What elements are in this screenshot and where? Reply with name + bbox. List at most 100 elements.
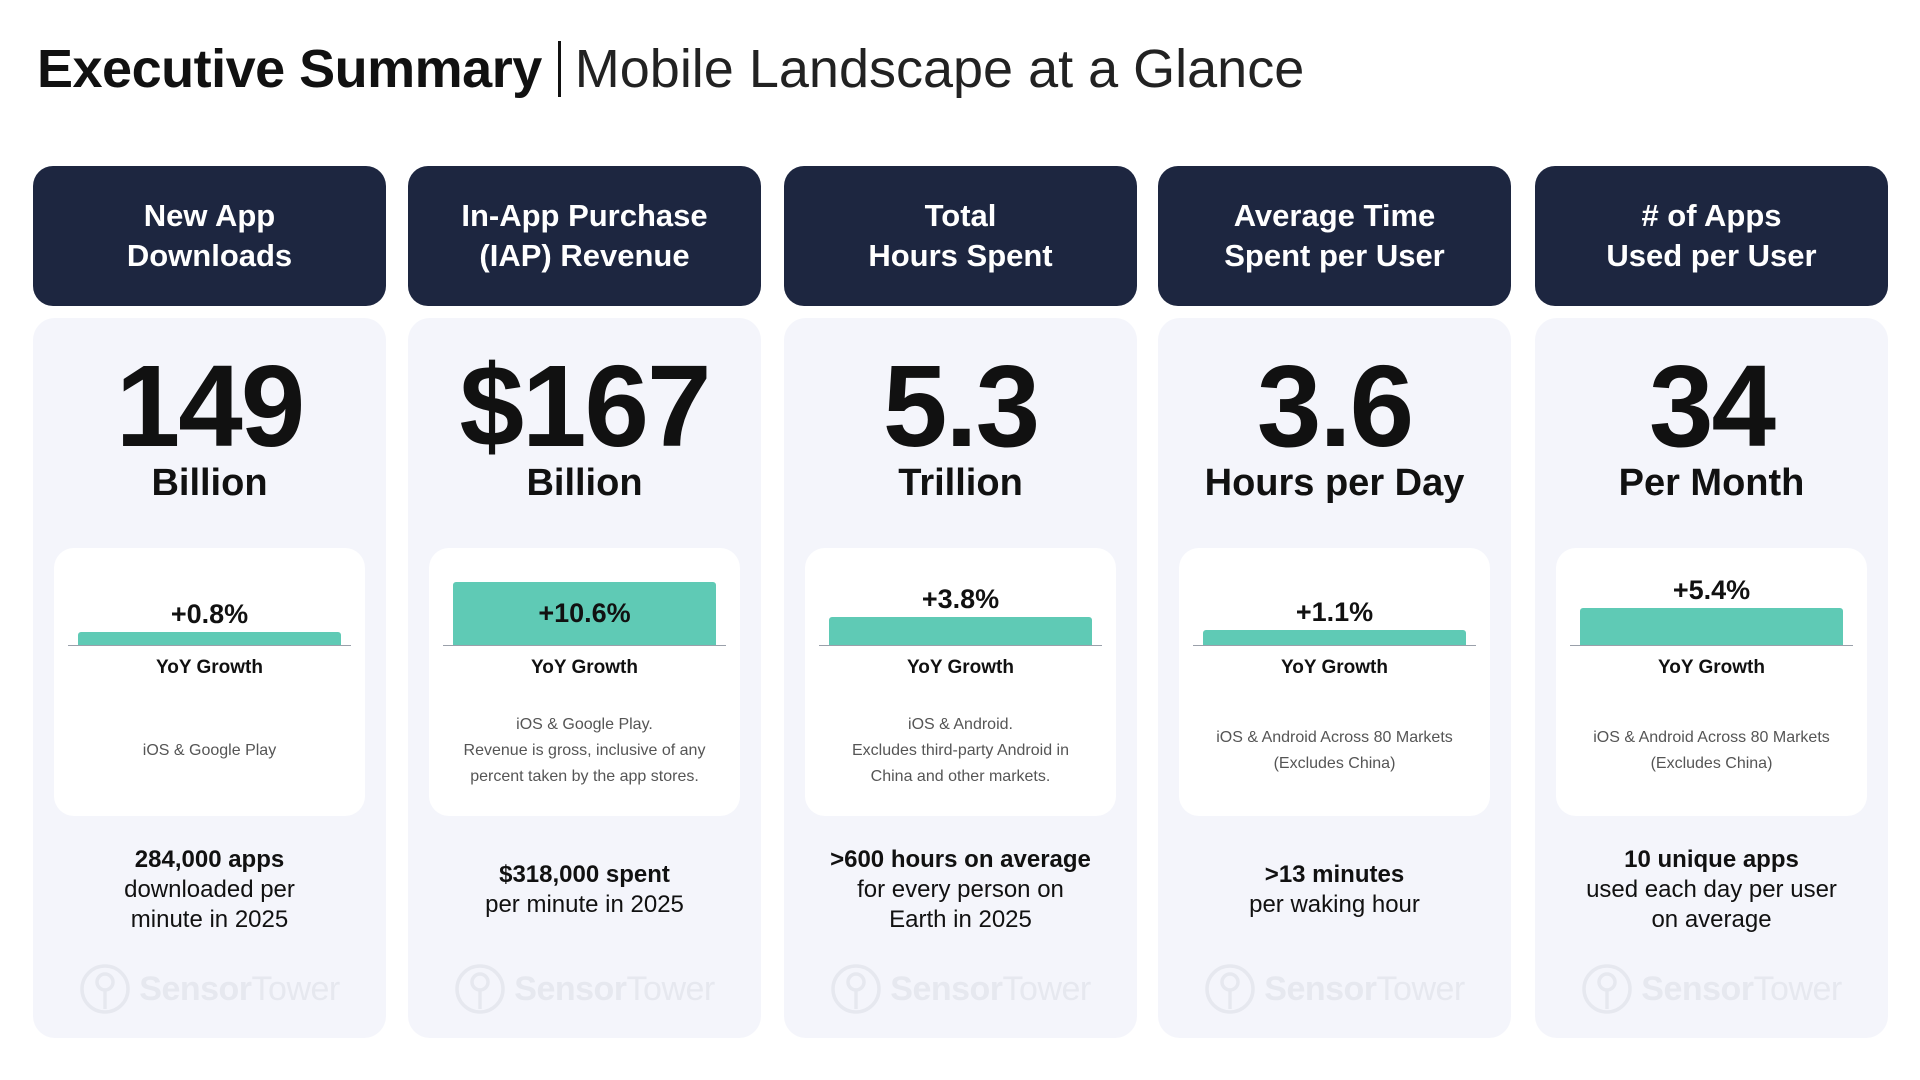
metric-column: # of Apps Used per User 34 Per Month +5.4% Yo… [1535,166,1888,1038]
metric-panel: 34 Per Month +5.4% YoY Growth iOS & Android … [1535,318,1888,1038]
growth-label: +10.6% [538,598,631,628]
growth-baseline [819,645,1102,646]
header-line: Used per User [1606,238,1817,273]
sensor-tower-logo-icon [1582,964,1633,1014]
growth-card: +1.1% YoY Growth iOS & Android Across 80 M… [1179,548,1490,816]
sensor-tower-logo-icon [1205,964,1256,1014]
metric-header: Total Hours Spent [784,166,1137,306]
page-title: Executive Summary Mobile Landscape at a G… [37,36,1304,102]
header-line: Downloads [126,238,293,273]
metric-header: In-App Purchase (IAP) Revenue [408,166,761,306]
growth-baseline [443,645,726,646]
footer-line: per waking hour [1249,891,1420,918]
growth-card: +3.8% YoY Growth iOS & Android. Excludes th… [805,548,1116,816]
header-line: (IAP) Revenue [479,238,690,273]
growth-bar [1203,630,1466,645]
title-divider [557,41,561,97]
header-line: New App [143,198,276,233]
growth-label: +3.8% [921,584,1000,614]
header-line: Total [924,198,997,233]
watermark-tower: Tower [1002,969,1092,1008]
metric-value: 34 [1648,341,1776,471]
metric-panel: 3.6 Hours per Day +1.1% YoY Growth iOS & And… [1158,318,1511,1038]
watermark-tower: Tower [1376,969,1466,1008]
sensor-tower-watermark: SensorTower [408,962,761,1016]
header-line: Spent per User [1224,238,1445,273]
growth-bar [453,582,716,645]
sensor-tower-logo-icon [80,964,131,1014]
sensor-tower-watermark: SensorTower [784,962,1137,1016]
growth-note: iOS & Android Across 80 Markets (Excludes… [1189,696,1480,806]
metric-value: 149 [115,341,306,471]
footer-line: per minute in 2025 [485,891,684,918]
note-line: China and other markets. [870,768,1051,785]
growth-baseline [1193,645,1476,646]
growth-bar-area: +10.6% [443,548,726,646]
header-line: Hours Spent [868,238,1053,273]
sensor-tower-watermark: SensorTower [1535,962,1888,1016]
watermark-tower: Tower [626,969,716,1008]
footer-line: for every person on [857,876,1064,903]
watermark-tower: Tower [251,969,341,1008]
metric-column: Total Hours Spent 5.3 Trillion +3.8% YoY Grow… [784,166,1137,1038]
watermark-sensor: Sensor [1641,969,1754,1008]
note-line: iOS & Google Play. [516,716,653,733]
watermark-sensor: Sensor [514,969,627,1008]
sensor-tower-watermark: SensorTower [1158,962,1511,1016]
note-line: iOS & Android Across 80 Markets [1216,729,1453,746]
growth-note: iOS & Google Play [64,696,355,806]
note-line: (Excludes China) [1273,755,1396,772]
title-bold: Executive Summary [37,39,542,99]
growth-baseline [68,645,351,646]
growth-bar [78,632,341,645]
metric-footer: $318,000 spent per minute in 2025 [416,838,753,942]
sensor-tower-logo-icon [455,964,506,1014]
header-line: Average Time [1233,198,1436,233]
footer-highlight: >13 minutes [1264,861,1405,888]
growth-card: +0.8% YoY Growth iOS & Google Play [54,548,365,816]
growth-card: +10.6% YoY Growth iOS & Google Play. Revenu… [429,548,740,816]
metric-footer: 10 unique apps used each day per user on a… [1543,838,1880,942]
growth-bar-area: +5.4% [1570,548,1853,646]
note-line: Revenue is gross, inclusive of any [463,742,706,759]
footer-line: used each day per user [1586,876,1837,903]
header-line: In-App Purchase [461,198,708,233]
header-line: # of Apps [1641,198,1782,233]
growth-bar-area: +3.8% [819,548,1102,646]
growth-note: iOS & Android Across 80 Markets (Excludes… [1566,696,1857,806]
growth-note: iOS & Google Play. Revenue is gross, incl… [439,696,730,806]
metric-footer: 284,000 apps downloaded per minute in 2025 [41,838,378,942]
metric-footer: >600 hours on average for every person on… [792,838,1129,942]
watermark-tower: Tower [1753,969,1843,1008]
metric-column: New App Downloads 149 Billion +0.8% YoY Growt… [33,166,386,1038]
growth-bar-area: +0.8% [68,548,351,646]
note-line: iOS & Android. [908,716,1013,733]
metric-column: Average Time Spent per User 3.6 Hours per D… [1158,166,1511,1038]
yoy-growth-label: YoY Growth [531,657,638,678]
sensor-tower-logo-icon [831,964,882,1014]
metric-header: Average Time Spent per User [1158,166,1511,306]
yoy-growth-label: YoY Growth [1658,657,1765,678]
metric-unit: Per Month [1618,462,1805,504]
metric-value: 3.6 [1256,341,1414,471]
metric-unit: Billion [151,462,268,504]
footer-line: downloaded per [124,876,295,903]
watermark-sensor: Sensor [139,969,252,1008]
growth-note: iOS & Android. Excludes third-party Andro… [815,696,1106,806]
footer-line: minute in 2025 [130,906,289,933]
metric-value: $167 [459,341,711,471]
growth-label: +0.8% [170,599,249,629]
metric-header: New App Downloads [33,166,386,306]
metric-unit: Billion [526,462,643,504]
metric-panel: 149 Billion +0.8% YoY Growth iOS & Google Pl… [33,318,386,1038]
yoy-growth-label: YoY Growth [1281,657,1388,678]
growth-baseline [1570,645,1853,646]
footer-highlight: >600 hours on average [830,846,1091,873]
metric-header: # of Apps Used per User [1535,166,1888,306]
sensor-tower-watermark: SensorTower [33,962,386,1016]
note-line: Excludes third-party Android in [852,742,1069,759]
growth-label: +1.1% [1295,597,1374,627]
footer-highlight: $318,000 spent [499,861,670,888]
footer-highlight: 10 unique apps [1624,846,1799,873]
metric-footer: >13 minutes per waking hour [1166,838,1503,942]
